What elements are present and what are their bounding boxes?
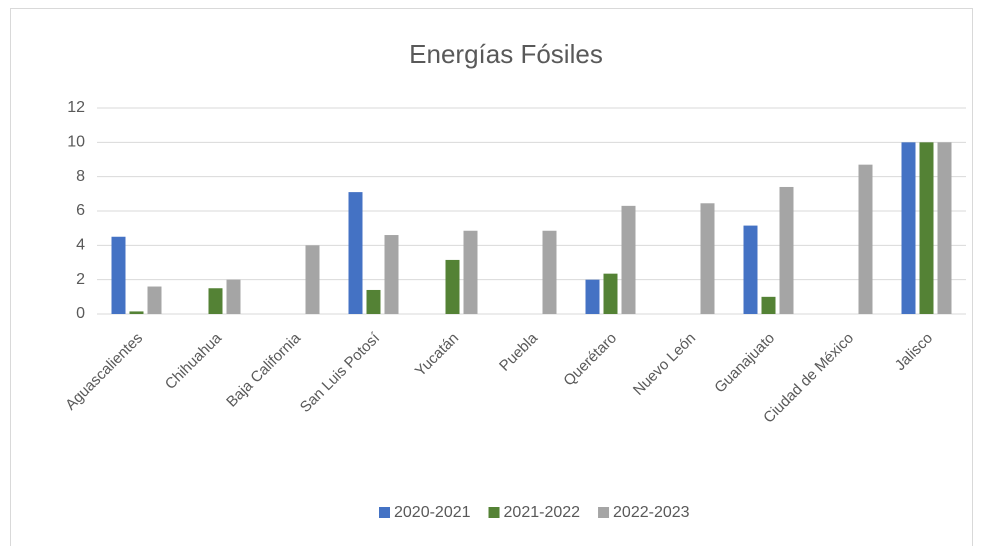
bar	[445, 259, 460, 314]
bar	[147, 286, 162, 314]
chart-frame	[10, 8, 973, 546]
chart-title: Energías Fósiles	[409, 39, 603, 69]
bar	[208, 288, 223, 314]
y-tick-label: 6	[76, 202, 85, 219]
bar	[305, 245, 320, 314]
bar	[366, 289, 381, 314]
legend-label: 2021-2022	[504, 504, 581, 521]
bar	[858, 164, 873, 314]
legend-swatch	[598, 507, 610, 518]
bar	[585, 279, 600, 314]
y-tick-label: 4	[76, 237, 85, 254]
legend-label: 2020-2021	[394, 504, 471, 521]
bar	[937, 142, 952, 314]
bar	[919, 142, 934, 314]
y-tick-label: 10	[67, 134, 85, 151]
bar	[129, 311, 144, 314]
bar	[463, 230, 478, 314]
legend-label: 2022-2023	[613, 504, 690, 521]
y-tick-label: 12	[67, 99, 85, 116]
bar	[901, 142, 916, 314]
y-tick-label: 0	[76, 305, 85, 322]
bar	[700, 203, 715, 314]
bar	[348, 192, 363, 314]
bar	[111, 236, 126, 314]
bar	[226, 279, 241, 314]
y-tick-label: 8	[76, 168, 85, 185]
bar	[542, 230, 557, 314]
bar	[779, 186, 794, 314]
bar	[384, 235, 399, 314]
y-tick-label: 2	[76, 271, 85, 288]
bar	[761, 296, 776, 314]
bar	[603, 273, 618, 314]
bar	[743, 225, 758, 314]
legend-swatch	[379, 507, 390, 518]
bar	[621, 205, 636, 314]
legend-swatch	[488, 507, 500, 518]
